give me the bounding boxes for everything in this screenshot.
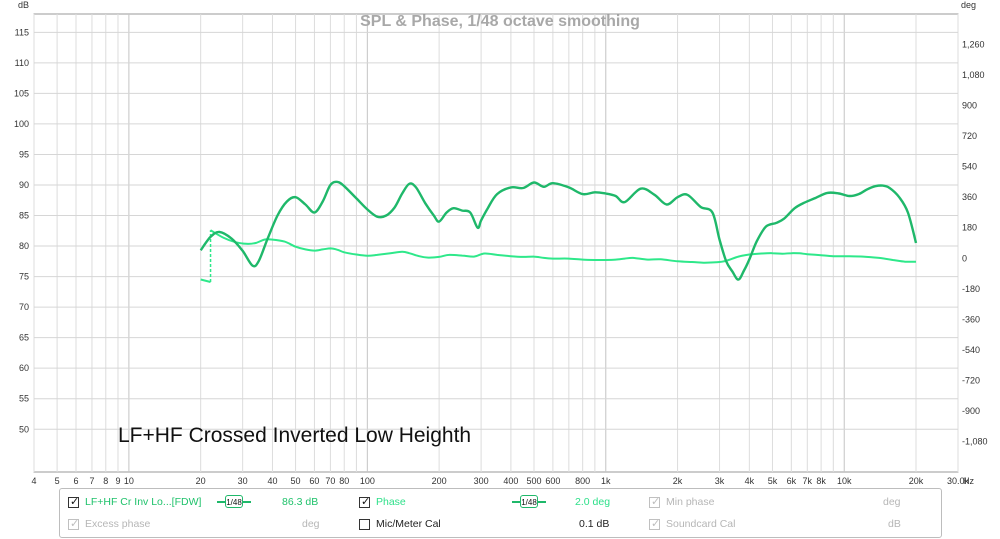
x-unit: Hz bbox=[963, 476, 974, 486]
y-right-tick-label: -900 bbox=[962, 406, 980, 416]
y-right-tick-label: -720 bbox=[962, 375, 980, 385]
x-tick-label: 10k bbox=[837, 476, 852, 486]
y-right-tick-labels: 1,260 1,080 900 720 540 360 180 0 -180 -360 -540 -7… bbox=[962, 40, 988, 447]
y-left-tick-label: 65 bbox=[19, 333, 29, 343]
y-right-tick-label: 1,080 bbox=[962, 70, 985, 80]
y-right-tick-label: -540 bbox=[962, 345, 980, 355]
phase-value: 2.0 deg bbox=[575, 496, 611, 508]
y-right-tick-label: -1,080 bbox=[962, 436, 988, 446]
spl-trace bbox=[199, 180, 918, 281]
trace-checkbox[interactable]: ✓ bbox=[68, 496, 80, 508]
y-left-tick-label: 85 bbox=[19, 211, 29, 221]
y-right-tick-label: 1,260 bbox=[962, 40, 985, 50]
y-right-tick-label: -180 bbox=[962, 284, 980, 294]
y-right-tick-label: 360 bbox=[962, 192, 977, 202]
mic-cal-value: 0.1 dB bbox=[579, 518, 610, 530]
x-tick-label: 50 bbox=[291, 476, 301, 486]
y-right-tick-label: 720 bbox=[962, 131, 977, 141]
soundcard-cal-label[interactable]: Soundcard Cal bbox=[666, 518, 736, 530]
minphase-unit: deg bbox=[883, 496, 901, 508]
x-tick-label: 80 bbox=[339, 476, 349, 486]
x-tick-label: 7 bbox=[89, 476, 94, 486]
spl-phase-chart[interactable]: 4 5 6 7 8 9 10 20 30 40 50 60 70 80 100 200 300 400 500 600… bbox=[0, 0, 1000, 488]
y-left-tick-label: 115 bbox=[15, 27, 29, 37]
legend-panel: ✓ LF+HF Cr Inv Lo...[FDW] 1/48 86.3 dB ✓… bbox=[59, 488, 942, 538]
y-right-tick-label: 180 bbox=[962, 223, 977, 233]
y-right-tick-label: 0 bbox=[962, 253, 967, 263]
x-tick-label: 1k bbox=[601, 476, 611, 486]
x-tick-label: 20k bbox=[909, 476, 924, 486]
mic-cal-label[interactable]: Mic/Meter Cal bbox=[376, 518, 441, 530]
x-tick-label: 500 bbox=[526, 476, 541, 486]
minphase-label[interactable]: Min phase bbox=[666, 496, 715, 508]
x-tick-label: 600 bbox=[545, 476, 560, 486]
x-tick-label: 3k bbox=[715, 476, 725, 486]
y-left-tick-labels: 115 110 105 100 95 90 85 80 75 70 65 60 55 50 bbox=[14, 27, 29, 434]
traces bbox=[199, 180, 918, 283]
grid-lines bbox=[33, 14, 959, 472]
x-tick-label: 20 bbox=[196, 476, 206, 486]
y-right-tick-label: 540 bbox=[962, 162, 977, 172]
excess-phase-unit: deg bbox=[302, 518, 320, 530]
x-tick-label: 8 bbox=[103, 476, 108, 486]
x-tick-label: 5 bbox=[55, 476, 60, 486]
x-tick-label: 8k bbox=[816, 476, 826, 486]
trace-value: 86.3 dB bbox=[282, 496, 319, 508]
x-tick-label: 60 bbox=[309, 476, 319, 486]
phase-trace bbox=[210, 229, 917, 264]
trace-label[interactable]: LF+HF Cr Inv Lo...[FDW] bbox=[85, 496, 202, 508]
x-tick-label: 6 bbox=[73, 476, 78, 486]
x-tick-label: 4 bbox=[31, 476, 36, 486]
x-tick-label: 5k bbox=[768, 476, 778, 486]
phase-label[interactable]: Phase bbox=[376, 496, 406, 508]
x-tick-label: 10 bbox=[124, 476, 134, 486]
x-tick-label: 800 bbox=[575, 476, 590, 486]
x-tick-label: 30.0k bbox=[947, 476, 970, 486]
y-left-unit: dB bbox=[18, 0, 29, 10]
x-tick-label: 400 bbox=[503, 476, 518, 486]
x-tick-label: 7k bbox=[803, 476, 813, 486]
soundcard-cal-checkbox[interactable]: ✓ bbox=[649, 518, 661, 530]
chart-title: SPL & Phase, 1/48 octave smoothing bbox=[360, 13, 640, 30]
trace-smoothing-control[interactable]: 1/48 bbox=[217, 495, 251, 509]
y-left-tick-label: 50 bbox=[19, 424, 29, 434]
excess-phase-label[interactable]: Excess phase bbox=[85, 518, 151, 530]
x-tick-label: 70 bbox=[325, 476, 335, 486]
chart-annotation: LF+HF Crossed Inverted Low Heighth bbox=[118, 424, 471, 447]
phase-smoothing-control[interactable]: 1/48 bbox=[512, 495, 546, 509]
y-right-tick-label: -360 bbox=[962, 314, 980, 324]
x-tick-label: 4k bbox=[745, 476, 755, 486]
y-left-tick-label: 95 bbox=[19, 149, 29, 159]
x-tick-label: 2k bbox=[673, 476, 683, 486]
excess-phase-checkbox[interactable]: ✓ bbox=[68, 518, 80, 530]
y-left-tick-label: 110 bbox=[15, 58, 29, 68]
y-left-tick-label: 80 bbox=[19, 241, 29, 251]
trace-smoothing-value: 1/48 bbox=[225, 495, 243, 508]
y-right-tick-label: 900 bbox=[962, 101, 977, 111]
y-left-tick-label: 75 bbox=[19, 272, 29, 282]
y-left-tick-label: 90 bbox=[19, 180, 29, 190]
phase-smoothing-value: 1/48 bbox=[520, 495, 538, 508]
y-left-tick-label: 60 bbox=[19, 363, 29, 373]
minphase-checkbox[interactable]: ✓ bbox=[649, 496, 661, 508]
y-left-tick-label: 105 bbox=[14, 88, 29, 98]
plot-area[interactable] bbox=[33, 13, 959, 473]
x-tick-label: 40 bbox=[267, 476, 277, 486]
y-left-tick-label: 70 bbox=[19, 302, 29, 312]
x-tick-labels: 4 5 6 7 8 9 10 20 30 40 50 60 70 80 100 200 300 400 500 600… bbox=[31, 476, 969, 486]
x-tick-label: 200 bbox=[432, 476, 447, 486]
x-tick-label: 9 bbox=[115, 476, 120, 486]
phase-trace-start bbox=[200, 278, 211, 283]
x-tick-label: 6k bbox=[787, 476, 797, 486]
soundcard-cal-unit: dB bbox=[888, 518, 901, 530]
mic-cal-checkbox[interactable] bbox=[359, 519, 370, 530]
phase-checkbox[interactable]: ✓ bbox=[359, 496, 371, 508]
x-tick-label: 300 bbox=[474, 476, 489, 486]
y-left-tick-label: 55 bbox=[19, 394, 29, 404]
x-tick-label: 100 bbox=[360, 476, 375, 486]
y-left-tick-label: 100 bbox=[14, 119, 29, 129]
x-tick-label: 30 bbox=[238, 476, 248, 486]
y-right-unit: deg bbox=[961, 0, 976, 10]
